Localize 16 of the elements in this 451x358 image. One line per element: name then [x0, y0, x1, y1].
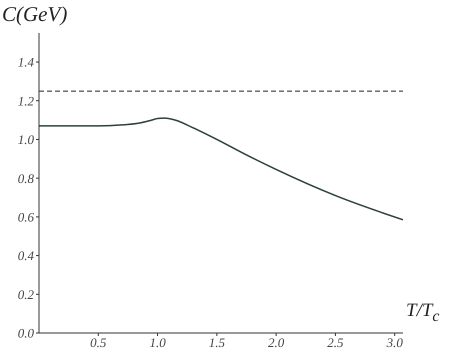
- y-tick-label: 0.6: [18, 209, 34, 224]
- x-tick-label: 1.0: [149, 335, 166, 350]
- y-tick-label: 1.4: [18, 54, 34, 70]
- x-tick-label: 2.0: [268, 335, 285, 350]
- x-tick-label: 3.0: [386, 335, 404, 350]
- x-tick-label: 2.5: [327, 335, 344, 350]
- y-axis-title: C(GeV): [2, 2, 68, 27]
- y-tick-label: 0.0: [18, 326, 34, 341]
- y-tick-label: 0.2: [18, 286, 34, 302]
- x-tick-label: 1.5: [208, 335, 226, 350]
- y-tick-label: 0.4: [18, 248, 34, 264]
- y-tick-label: 1.2: [18, 93, 34, 108]
- y-tick-label: 0.8: [18, 170, 34, 186]
- x-tick-label: 0.5: [90, 335, 107, 350]
- y-tick-label: 1.0: [18, 132, 34, 148]
- x-axis-title: T/T$_{c}$: [406, 300, 440, 326]
